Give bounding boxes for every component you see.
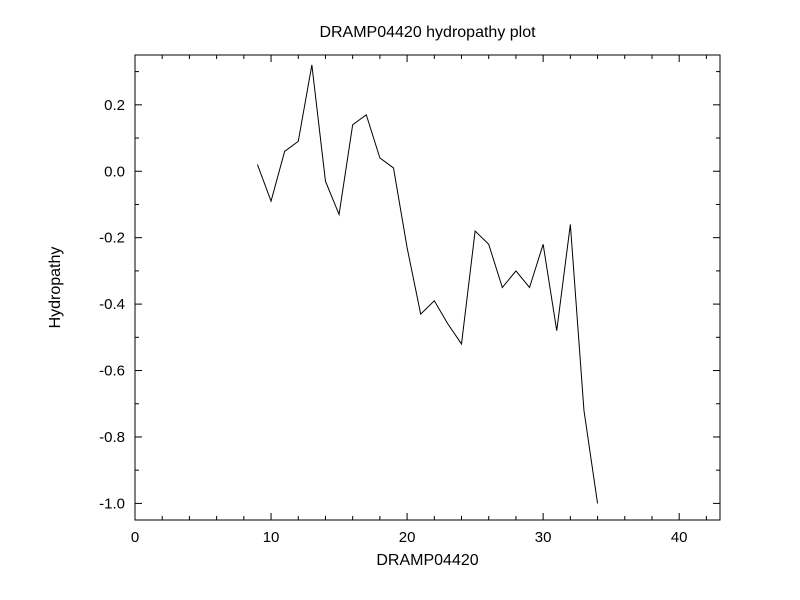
x-tick-label: 30: [535, 529, 552, 546]
y-tick-label: -0.4: [99, 296, 125, 313]
hydropathy-chart: 0 10 20 30 40 -1.0 -0.8 -0.6 -0.4 -0.2 0.0 0.2 DRAMP…: [0, 0, 800, 600]
y-tick-label: -0.2: [99, 230, 125, 247]
x-axis-label: DRAMP04420: [376, 552, 478, 569]
y-tick-label: -1.0: [99, 495, 125, 512]
x-tick-label: 10: [263, 529, 280, 546]
x-tick-label: 0: [131, 529, 139, 546]
y-tick-label: -0.6: [99, 363, 125, 380]
x-tick-label: 20: [399, 529, 416, 546]
y-tick-label: 0.2: [104, 97, 125, 114]
x-tick-label: 40: [671, 529, 688, 546]
hydropathy-line: [257, 65, 597, 503]
y-axis-label: Hydropathy: [47, 247, 64, 329]
y-tick-label: 0.0: [104, 163, 125, 180]
chart-title: DRAMP04420 hydropathy plot: [319, 24, 536, 41]
y-tick-label: -0.8: [99, 429, 125, 446]
